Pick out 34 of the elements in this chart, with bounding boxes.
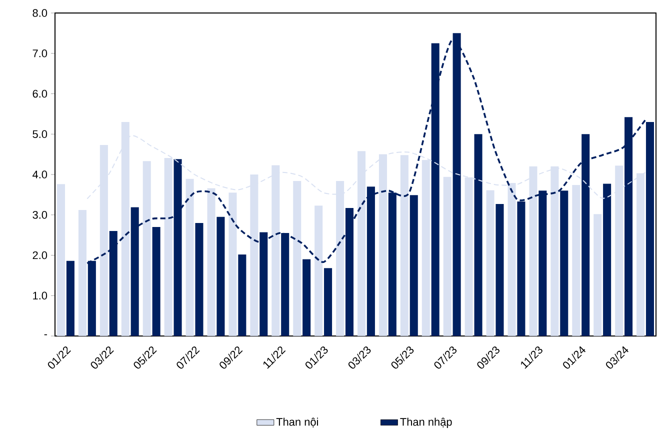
legend-label: Than nhập xyxy=(400,418,452,428)
bar xyxy=(152,226,160,336)
bar xyxy=(238,254,246,336)
bar xyxy=(324,268,332,336)
bar xyxy=(400,155,408,336)
y-tick-label: 8.0 xyxy=(32,9,48,17)
bar xyxy=(443,176,452,336)
bar xyxy=(496,204,504,336)
y-tick-label: 3.0 xyxy=(32,210,48,219)
y-tick-label: 5.0 xyxy=(32,130,48,138)
bar xyxy=(186,178,194,336)
y-tick-label: - xyxy=(44,334,48,336)
bar xyxy=(594,214,602,336)
bar xyxy=(195,222,204,336)
bar xyxy=(142,161,151,336)
bar xyxy=(302,259,311,336)
bar xyxy=(78,210,86,336)
bar xyxy=(603,184,612,336)
bar xyxy=(207,188,216,336)
y-tick-label: 6.0 xyxy=(32,90,48,98)
y-tick-label: 4.0 xyxy=(32,170,48,178)
y-tick-label: 7.0 xyxy=(32,49,48,58)
bar xyxy=(572,184,580,336)
bar xyxy=(228,192,237,336)
bar xyxy=(314,206,323,336)
y-tick-label: 1.0 xyxy=(33,292,48,300)
legend-label: Than nội xyxy=(276,418,318,428)
bar xyxy=(474,134,482,336)
bar xyxy=(293,180,302,336)
bar xyxy=(57,184,66,336)
bar xyxy=(216,216,225,336)
bar xyxy=(66,260,74,336)
bar xyxy=(486,190,494,336)
y-tick-label: 2.0 xyxy=(32,251,48,260)
